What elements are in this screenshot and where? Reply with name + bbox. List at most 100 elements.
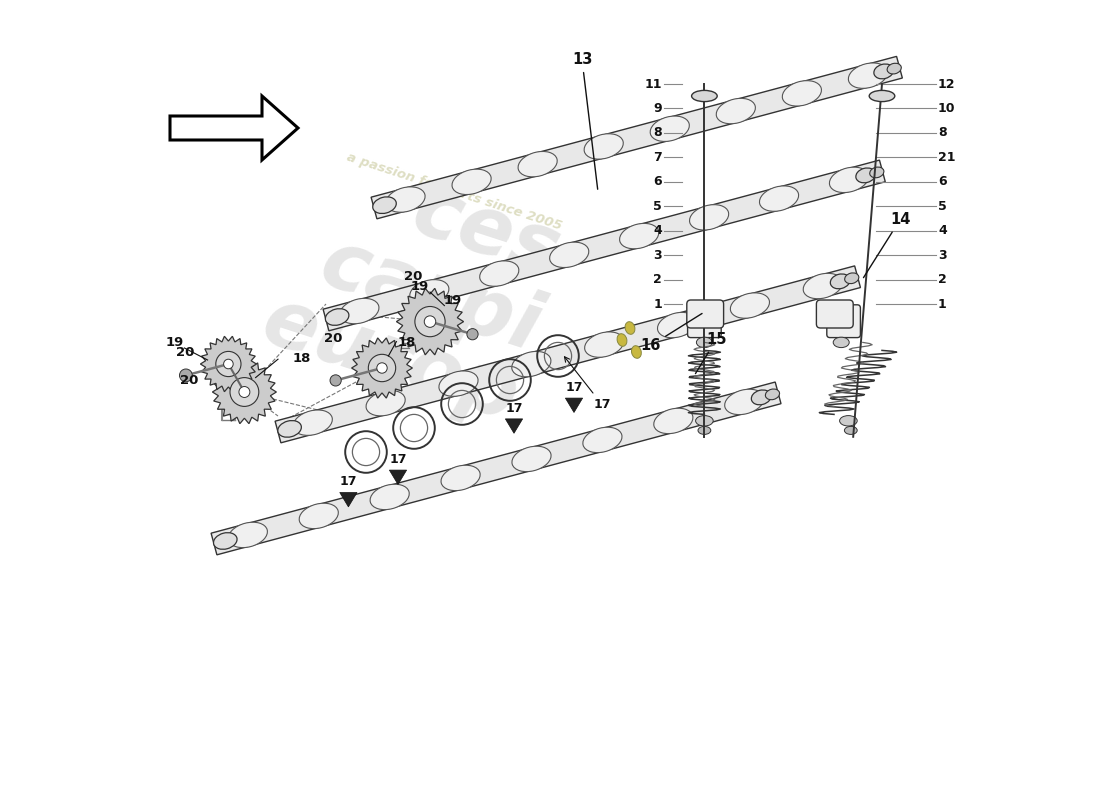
Text: 2: 2: [938, 273, 947, 286]
Ellipse shape: [716, 98, 756, 124]
Text: 9: 9: [653, 102, 662, 115]
Ellipse shape: [658, 312, 696, 338]
Text: 21: 21: [938, 151, 956, 164]
Ellipse shape: [839, 415, 857, 426]
Circle shape: [216, 351, 241, 377]
Polygon shape: [352, 338, 412, 398]
Ellipse shape: [856, 168, 876, 183]
Ellipse shape: [326, 309, 349, 326]
Ellipse shape: [803, 274, 843, 298]
Polygon shape: [371, 56, 902, 219]
Ellipse shape: [617, 334, 627, 346]
Ellipse shape: [695, 415, 713, 426]
Ellipse shape: [441, 466, 481, 490]
Ellipse shape: [625, 322, 635, 334]
Ellipse shape: [619, 223, 659, 249]
Text: 19: 19: [443, 294, 462, 307]
Ellipse shape: [583, 427, 621, 453]
FancyBboxPatch shape: [827, 305, 860, 338]
Text: 1: 1: [938, 298, 947, 310]
Text: 13: 13: [572, 52, 597, 190]
Polygon shape: [505, 419, 522, 434]
Ellipse shape: [278, 421, 301, 438]
Ellipse shape: [690, 205, 728, 230]
Ellipse shape: [766, 389, 780, 400]
Text: 7: 7: [653, 151, 662, 164]
Circle shape: [368, 354, 396, 382]
FancyBboxPatch shape: [816, 300, 854, 328]
Text: 10: 10: [938, 102, 956, 115]
Ellipse shape: [584, 332, 624, 358]
Circle shape: [330, 375, 341, 386]
Text: 17: 17: [565, 381, 583, 394]
Text: 19: 19: [410, 279, 428, 293]
Text: 18: 18: [398, 336, 417, 349]
Circle shape: [425, 316, 436, 327]
Ellipse shape: [830, 274, 850, 289]
Text: 5: 5: [938, 200, 947, 213]
Text: 11: 11: [645, 78, 662, 90]
Ellipse shape: [845, 273, 859, 284]
Ellipse shape: [848, 63, 888, 88]
Text: 12: 12: [938, 78, 956, 90]
Polygon shape: [389, 470, 407, 485]
Ellipse shape: [340, 298, 378, 324]
Ellipse shape: [782, 81, 822, 106]
Text: 2: 2: [653, 273, 662, 286]
Ellipse shape: [213, 533, 238, 550]
Polygon shape: [323, 160, 886, 331]
Ellipse shape: [584, 134, 624, 159]
Ellipse shape: [294, 410, 332, 435]
Ellipse shape: [229, 522, 267, 548]
Ellipse shape: [366, 390, 405, 416]
FancyBboxPatch shape: [686, 300, 724, 328]
Circle shape: [415, 306, 446, 337]
Text: 20: 20: [179, 374, 198, 387]
Ellipse shape: [299, 503, 339, 529]
Text: 20: 20: [176, 346, 194, 359]
Circle shape: [466, 329, 478, 340]
Text: 20: 20: [404, 270, 422, 283]
Ellipse shape: [452, 169, 492, 194]
Text: 14: 14: [864, 212, 911, 278]
Polygon shape: [340, 493, 358, 507]
Ellipse shape: [869, 90, 894, 102]
Ellipse shape: [480, 261, 519, 286]
Ellipse shape: [512, 351, 551, 377]
Text: 15: 15: [695, 332, 726, 374]
Text: europ: europ: [252, 282, 528, 438]
Polygon shape: [170, 96, 298, 160]
Ellipse shape: [373, 197, 396, 214]
Polygon shape: [211, 382, 781, 555]
Text: 17: 17: [564, 357, 611, 411]
Ellipse shape: [730, 293, 770, 318]
Text: carpi: carpi: [310, 224, 550, 368]
Circle shape: [377, 363, 387, 373]
Ellipse shape: [833, 338, 849, 347]
Ellipse shape: [870, 167, 884, 178]
Circle shape: [223, 359, 233, 369]
Ellipse shape: [845, 426, 857, 434]
Text: 3: 3: [938, 249, 947, 262]
Text: 17: 17: [505, 402, 522, 414]
Text: 18: 18: [293, 351, 311, 365]
Ellipse shape: [631, 346, 641, 358]
Text: 17: 17: [340, 475, 358, 488]
Ellipse shape: [518, 151, 558, 177]
Ellipse shape: [512, 446, 551, 472]
Ellipse shape: [386, 187, 425, 212]
Text: a passion for parts since 2005: a passion for parts since 2005: [344, 151, 563, 233]
Ellipse shape: [439, 371, 478, 396]
Circle shape: [179, 369, 192, 382]
Text: 5: 5: [653, 200, 662, 213]
Ellipse shape: [370, 484, 409, 510]
Text: 8: 8: [938, 126, 947, 139]
Ellipse shape: [410, 280, 449, 305]
Polygon shape: [565, 398, 583, 413]
Polygon shape: [275, 266, 860, 443]
Text: 16: 16: [640, 314, 702, 354]
Ellipse shape: [653, 408, 693, 434]
Text: 3: 3: [653, 249, 662, 262]
Text: 4: 4: [938, 224, 947, 237]
Ellipse shape: [692, 90, 717, 102]
